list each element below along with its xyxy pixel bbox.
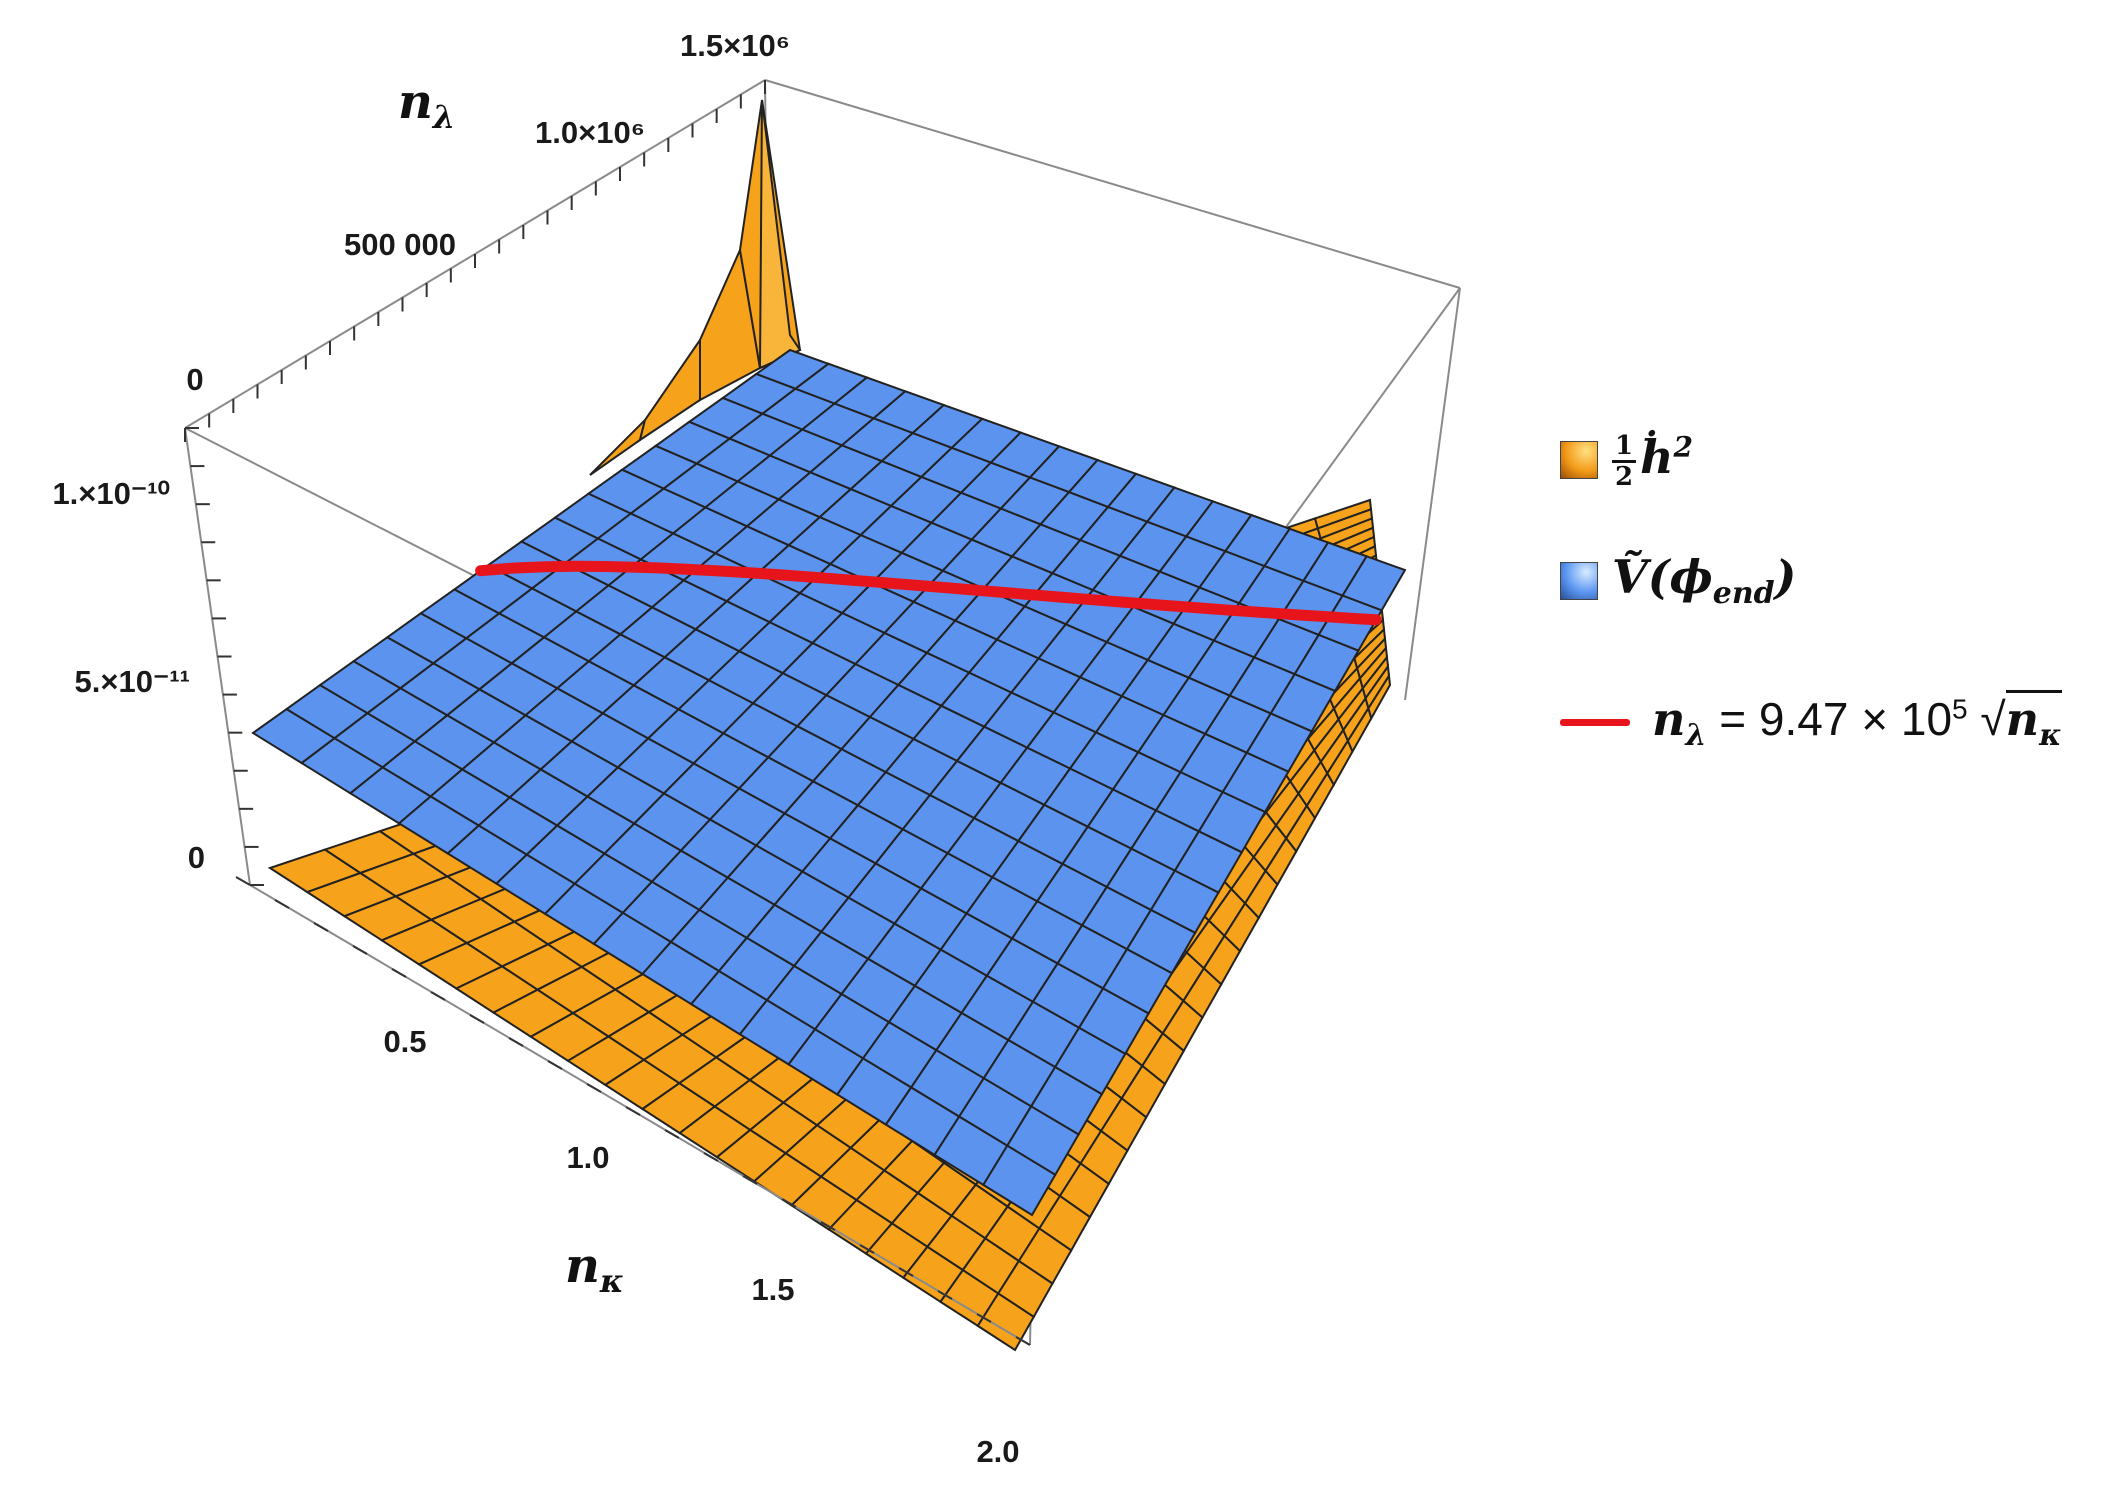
x-tick-3: 2.0 xyxy=(976,1434,1019,1469)
legend-swatch-blue xyxy=(1560,561,1598,600)
tick-mark xyxy=(274,899,290,909)
z-tick-0: 0 xyxy=(188,840,205,875)
tick-mark xyxy=(820,1221,836,1231)
tick-mark xyxy=(469,1014,485,1024)
tick-mark xyxy=(976,1313,992,1323)
tick-mark xyxy=(313,922,329,932)
legend-swatch-orange xyxy=(1560,441,1598,480)
legend-label-red: nλ = 9.47 × 105 √nκ xyxy=(1652,690,2062,754)
tick-mark xyxy=(703,1152,719,1162)
orange-spike-face xyxy=(758,99,802,370)
y-tick-1: 500 000 xyxy=(344,227,456,262)
x-axis-label: nκ xyxy=(565,1238,624,1300)
legend-label-blue: Ṽ(ϕend) xyxy=(1612,550,1797,612)
y-tick-3: 1.5×10⁶ xyxy=(680,28,790,63)
tick-mark xyxy=(898,1267,914,1277)
y-axis-label: nλ xyxy=(398,74,455,136)
legend-item-blue: Ṽ(ϕend) xyxy=(1560,550,1796,611)
y-tick-0: 0 xyxy=(186,362,203,397)
legend-swatch-red xyxy=(1560,719,1630,727)
tick-mark xyxy=(625,1106,641,1116)
tick-mark xyxy=(586,1083,602,1093)
legend-item-red: nλ = 9.47 × 105 √nκ xyxy=(1560,690,2062,754)
tick-marks xyxy=(184,80,1031,1346)
tick-mark xyxy=(235,876,251,886)
z-tick-1: 5.×10⁻¹¹ xyxy=(75,664,190,699)
z-tick-2: 1.×10⁻¹⁰ xyxy=(52,476,170,511)
y-tick-2: 1.0×10⁶ xyxy=(535,115,645,150)
orange-cell xyxy=(1367,672,1392,721)
tick-mark xyxy=(1015,1336,1031,1346)
tick-mark xyxy=(781,1198,797,1208)
x-tick-2: 1.5 xyxy=(751,1272,794,1307)
tick-mark xyxy=(742,1175,758,1185)
tick-mark xyxy=(937,1290,953,1300)
orange-surface-spike xyxy=(589,99,802,476)
red-curve xyxy=(475,560,1382,626)
legend-item-orange: 1 2 ḣ2 xyxy=(1560,430,1693,491)
legend-label-orange: 1 2 ḣ2 xyxy=(1612,430,1693,491)
x-tick-1: 1.0 xyxy=(566,1140,609,1175)
blue-surface xyxy=(251,348,1407,1217)
blue-cell xyxy=(1341,555,1407,612)
tick-mark xyxy=(547,1060,563,1070)
x-tick-0: 0.5 xyxy=(383,1024,426,1059)
tick-mark xyxy=(859,1244,875,1254)
tick-mark xyxy=(508,1037,524,1047)
tick-mark xyxy=(352,945,368,955)
tick-mark xyxy=(391,968,407,978)
tick-mark xyxy=(664,1129,680,1139)
tick-mark xyxy=(430,991,446,1001)
